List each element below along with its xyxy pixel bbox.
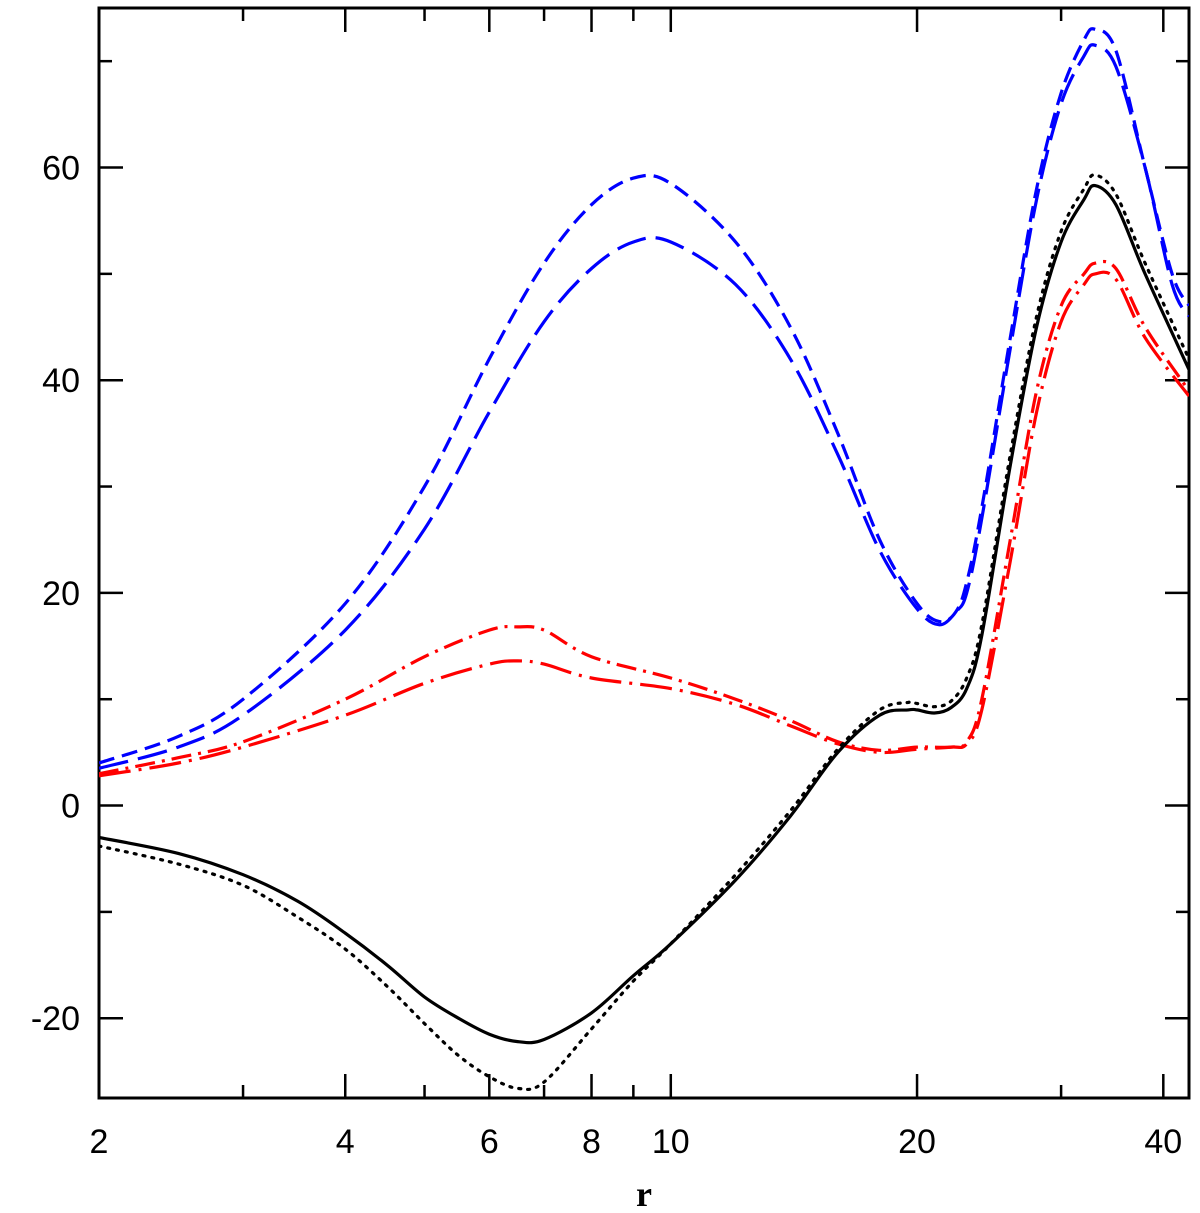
plot-frame (97, 6, 1191, 1100)
series-line-6 (99, 173, 1189, 1092)
x-tick-label: 2 (90, 1123, 109, 1161)
axis-ticks (99, 8, 1189, 1098)
x-tick-label: 40 (1144, 1123, 1182, 1161)
y-tick-label: 60 (42, 150, 80, 188)
series-layer (99, 27, 1189, 1092)
series-line-1 (99, 27, 1189, 765)
y-tick-label: 20 (42, 575, 80, 613)
x-axis-label: r (636, 1174, 652, 1213)
series-line-4 (99, 270, 1189, 778)
x-tick-label: 4 (336, 1123, 355, 1161)
series-line-5 (99, 183, 1189, 1045)
series-line-3 (99, 259, 1189, 776)
y-tick-label: 40 (42, 362, 80, 400)
x-tick-labels: 2 4 6 8 10 20 40 (90, 1123, 1183, 1161)
y-tick-label: 0 (61, 788, 80, 826)
x-tick-label: 6 (480, 1123, 499, 1161)
series-line-2 (99, 43, 1189, 770)
y-tick-labels: -20 0 20 40 60 (31, 150, 80, 1039)
x-tick-label: 10 (652, 1123, 690, 1161)
y-tick-label: -20 (31, 1000, 80, 1038)
x-tick-label: 20 (898, 1123, 936, 1161)
x-tick-label: 8 (582, 1123, 601, 1161)
